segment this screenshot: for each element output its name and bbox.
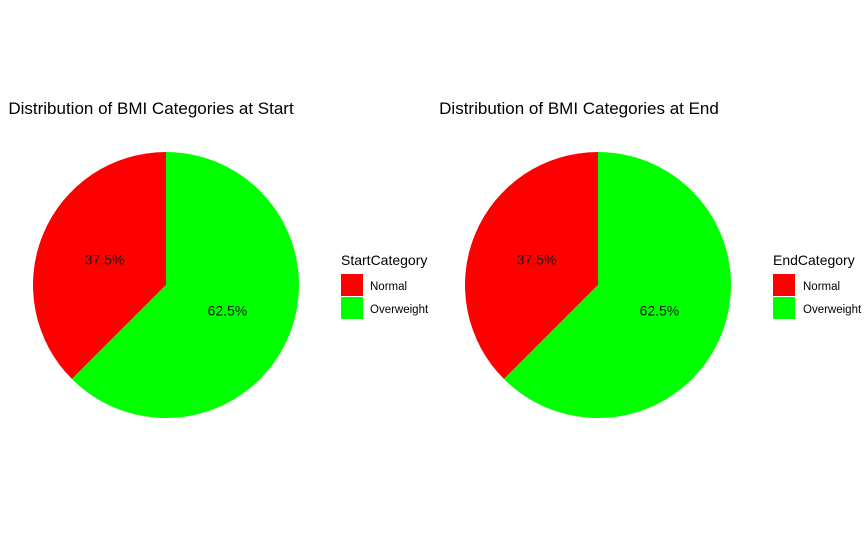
legend-swatch-overweight: [341, 297, 363, 319]
legend-swatch-normal: [341, 274, 363, 296]
legend-title-end: EndCategory: [773, 252, 855, 268]
legend-end: EndCategory Normal Overweight: [773, 252, 862, 319]
legend-swatch-normal: [773, 274, 795, 296]
legend-start: StartCategory Normal Overweight: [341, 252, 429, 319]
legend-label-overweight: Overweight: [803, 304, 862, 316]
chart-title-end: Distribution of BMI Categories at End: [439, 99, 719, 118]
pie-chart-end: Distribution of BMI Categories at End 37…: [439, 99, 862, 419]
legend-label-normal: Normal: [803, 281, 840, 293]
chart-title-start: Distribution of BMI Categories at Start: [8, 99, 294, 118]
pie-slice-normal: [465, 152, 598, 380]
legend-title-start: StartCategory: [341, 252, 427, 268]
pie-slices-start: 37.5% 62.5%: [32, 152, 299, 418]
pie-slices-end: 37.5% 62.5%: [465, 152, 732, 419]
slice-label-overweight: 62.5%: [208, 302, 248, 318]
legend-label-normal: Normal: [370, 281, 407, 293]
slice-label-overweight: 62.5%: [640, 302, 680, 318]
pie-slice-overweight: [71, 152, 299, 418]
legend-swatch-overweight: [773, 297, 795, 319]
pie-slice-normal: [32, 152, 166, 380]
legend-label-overweight: Overweight: [370, 304, 429, 316]
pie-chart-start: Distribution of BMI Categories at Start …: [8, 99, 429, 418]
pie-slice-overweight: [503, 152, 732, 419]
slice-label-normal: 37.5%: [85, 252, 125, 268]
slice-label-normal: 37.5%: [517, 252, 557, 268]
